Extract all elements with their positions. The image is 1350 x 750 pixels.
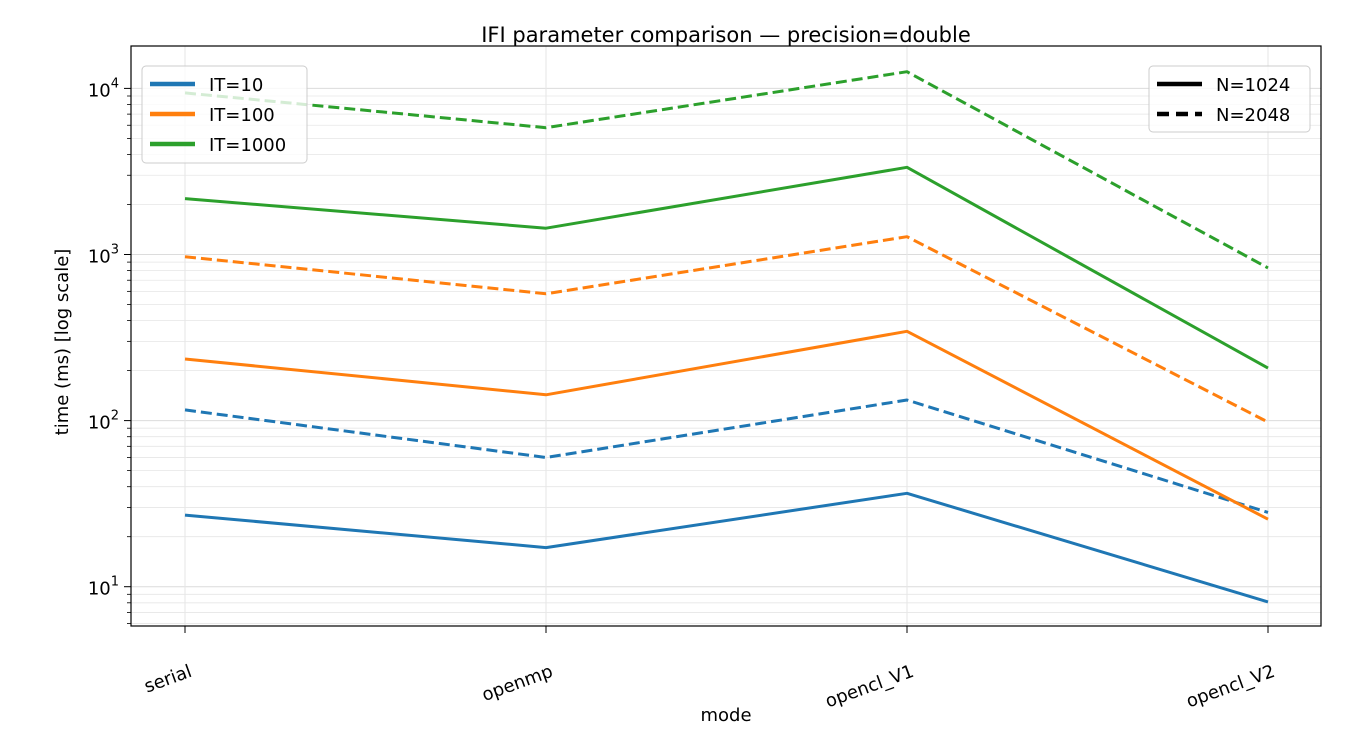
x-tick-label: opencl_V2: [1184, 661, 1278, 712]
y-tick-label-exponent: 1: [111, 575, 119, 590]
legend-size: N=1024 N=2048: [1148, 65, 1311, 133]
legend-box: [141, 65, 308, 164]
legend-label: N=1024: [1216, 75, 1290, 96]
series-lines: [184, 70, 1269, 604]
y-tick-label-exponent: 3: [111, 243, 119, 258]
y-axis-label: time (ms) [log scale]: [52, 249, 73, 436]
series-line: [184, 165, 1269, 370]
y-tick-label-base: 10: [88, 413, 111, 434]
series-line: [184, 398, 1269, 514]
y-tick-label-base: 10: [88, 579, 111, 600]
plot-frame: [130, 45, 1322, 627]
y-tick-label: 104: [88, 76, 119, 101]
series-line: [184, 235, 1269, 424]
legend-label: IT=10: [209, 75, 263, 96]
y-tick-label-base: 10: [88, 247, 111, 268]
y-tick-label: 101: [88, 575, 119, 600]
chart-title: IFI parameter comparison — precision=dou…: [481, 23, 971, 47]
y-tick-label: 102: [88, 409, 119, 434]
series-line: [184, 491, 1269, 604]
y-tick-label: 103: [88, 243, 119, 268]
legend-iterations: IT=10 IT=100 IT=1000: [141, 65, 308, 164]
series-line: [184, 329, 1269, 521]
y-tick-label-exponent: 4: [111, 76, 119, 91]
legend-label: IT=1000: [209, 135, 286, 156]
x-axis-label: mode: [700, 705, 751, 726]
y-tick-label-exponent: 2: [111, 409, 119, 424]
grid: [131, 46, 1321, 626]
x-tick-label: serial: [142, 661, 195, 697]
y-tick-label-base: 10: [88, 80, 111, 101]
x-tick-label: openmp: [479, 661, 556, 706]
legend-label: IT=100: [209, 105, 275, 126]
legend-label: N=2048: [1216, 105, 1290, 126]
x-tick-label: opencl_V1: [823, 661, 917, 712]
series-line: [184, 70, 1269, 270]
